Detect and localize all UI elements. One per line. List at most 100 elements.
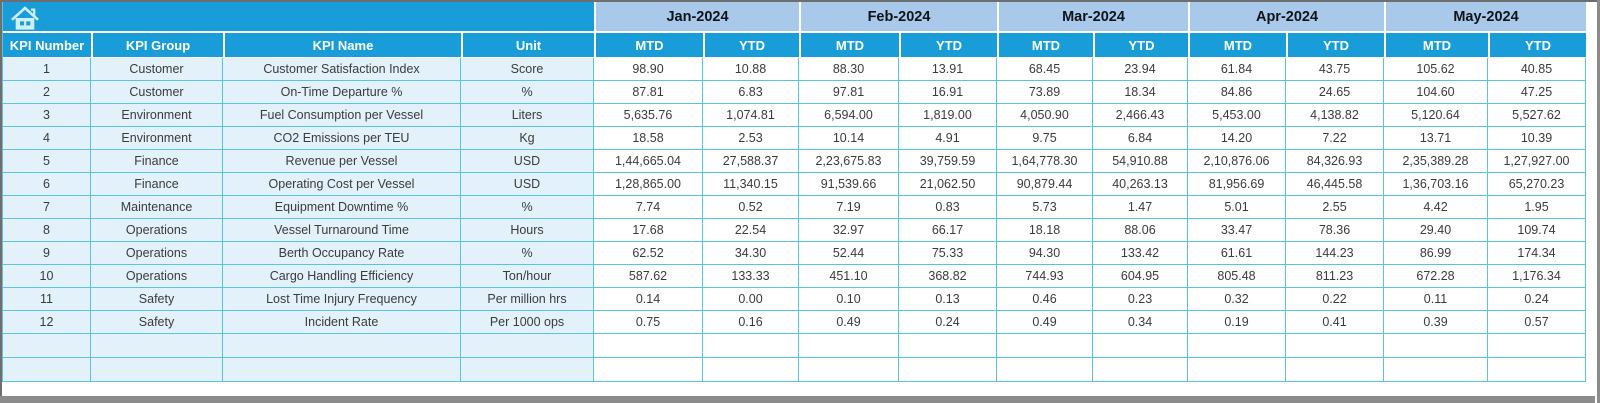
value-cell[interactable]: 0.41 [1286, 311, 1384, 334]
value-cell[interactable]: 2,466.43 [1093, 104, 1188, 127]
value-cell[interactable]: 0.24 [1488, 288, 1586, 311]
value-cell[interactable]: 52.44 [799, 242, 899, 265]
value-cell[interactable]: 451.10 [799, 265, 899, 288]
value-cell[interactable]: 1,64,778.30 [997, 150, 1093, 173]
value-cell[interactable]: 88.06 [1093, 219, 1188, 242]
value-cell[interactable]: 0.24 [899, 311, 997, 334]
value-cell[interactable]: 4,050.90 [997, 104, 1093, 127]
empty-cell[interactable] [703, 358, 799, 382]
empty-cell[interactable] [899, 358, 997, 382]
kpi-number-cell[interactable]: 11 [3, 288, 91, 311]
value-cell[interactable]: 5,120.64 [1384, 104, 1488, 127]
empty-cell[interactable] [91, 334, 223, 358]
value-cell[interactable]: 672.28 [1384, 265, 1488, 288]
value-cell[interactable]: 1,176.34 [1488, 265, 1586, 288]
value-cell[interactable]: 5,527.62 [1488, 104, 1586, 127]
unit-cell[interactable]: Per 1000 ops [461, 311, 594, 334]
value-cell[interactable]: 13.71 [1384, 127, 1488, 150]
value-cell[interactable]: 4,138.82 [1286, 104, 1384, 127]
value-cell[interactable]: 0.16 [703, 311, 799, 334]
value-cell[interactable]: 133.33 [703, 265, 799, 288]
unit-cell[interactable]: USD [461, 173, 594, 196]
value-cell[interactable]: 0.49 [799, 311, 899, 334]
value-cell[interactable]: 104.60 [1384, 81, 1488, 104]
empty-cell[interactable] [594, 334, 703, 358]
empty-cell[interactable] [1286, 358, 1384, 382]
kpi-group-cell[interactable]: Customer [91, 58, 223, 81]
kpi-group-cell[interactable]: Safety [91, 288, 223, 311]
column-header-unit[interactable]: Unit [461, 33, 594, 58]
kpi-number-cell[interactable]: 10 [3, 265, 91, 288]
value-cell[interactable]: 84.86 [1188, 81, 1286, 104]
column-header-kpi-number[interactable]: KPI Number [3, 33, 91, 58]
value-cell[interactable]: 7.74 [594, 196, 703, 219]
value-cell[interactable]: 1.95 [1488, 196, 1586, 219]
value-cell[interactable]: 34.30 [703, 242, 799, 265]
value-cell[interactable]: 0.19 [1188, 311, 1286, 334]
value-cell[interactable]: 39,759.59 [899, 150, 997, 173]
period-header-feb-2024-ytd[interactable]: YTD [899, 33, 997, 58]
kpi-name-cell[interactable]: Incident Rate [223, 311, 461, 334]
empty-cell[interactable] [461, 334, 594, 358]
kpi-number-cell[interactable]: 1 [3, 58, 91, 81]
empty-cell[interactable] [91, 358, 223, 382]
empty-cell[interactable] [223, 358, 461, 382]
value-cell[interactable]: 6.83 [703, 81, 799, 104]
value-cell[interactable]: 587.62 [594, 265, 703, 288]
value-cell[interactable]: 94.30 [997, 242, 1093, 265]
kpi-number-cell[interactable]: 7 [3, 196, 91, 219]
value-cell[interactable]: 4.91 [899, 127, 997, 150]
value-cell[interactable]: 68.45 [997, 58, 1093, 81]
value-cell[interactable]: 0.52 [703, 196, 799, 219]
kpi-name-cell[interactable]: Fuel Consumption per Vessel [223, 104, 461, 127]
value-cell[interactable]: 9.75 [997, 127, 1093, 150]
value-cell[interactable]: 10.39 [1488, 127, 1586, 150]
empty-cell[interactable] [799, 358, 899, 382]
kpi-name-cell[interactable]: Revenue per Vessel [223, 150, 461, 173]
value-cell[interactable]: 22.54 [703, 219, 799, 242]
kpi-group-cell[interactable]: Safety [91, 311, 223, 334]
value-cell[interactable]: 0.46 [997, 288, 1093, 311]
kpi-name-cell[interactable]: Cargo Handling Efficiency [223, 265, 461, 288]
empty-cell[interactable] [1188, 358, 1286, 382]
unit-cell[interactable]: USD [461, 150, 594, 173]
value-cell[interactable]: 0.83 [899, 196, 997, 219]
empty-cell[interactable] [799, 334, 899, 358]
empty-cell[interactable] [899, 334, 997, 358]
kpi-name-cell[interactable]: Berth Occupancy Rate [223, 242, 461, 265]
empty-cell[interactable] [3, 358, 91, 382]
month-header-apr-2024[interactable]: Apr-2024 [1188, 2, 1384, 33]
value-cell[interactable]: 17.68 [594, 219, 703, 242]
value-cell[interactable]: 2,23,675.83 [799, 150, 899, 173]
value-cell[interactable]: 18.34 [1093, 81, 1188, 104]
value-cell[interactable]: 40.85 [1488, 58, 1586, 81]
empty-cell[interactable] [1488, 358, 1586, 382]
kpi-name-cell[interactable]: Lost Time Injury Frequency [223, 288, 461, 311]
value-cell[interactable]: 16.91 [899, 81, 997, 104]
value-cell[interactable]: 2.55 [1286, 196, 1384, 219]
kpi-group-cell[interactable]: Environment [91, 104, 223, 127]
value-cell[interactable]: 0.39 [1384, 311, 1488, 334]
empty-cell[interactable] [594, 358, 703, 382]
empty-cell[interactable] [997, 358, 1093, 382]
value-cell[interactable]: 27,588.37 [703, 150, 799, 173]
column-header-kpi-group[interactable]: KPI Group [91, 33, 223, 58]
value-cell[interactable]: 5.73 [997, 196, 1093, 219]
value-cell[interactable]: 21,062.50 [899, 173, 997, 196]
period-header-mar-2024-mtd[interactable]: MTD [997, 33, 1093, 58]
kpi-name-cell[interactable]: CO2 Emissions per TEU [223, 127, 461, 150]
value-cell[interactable]: 65,270.23 [1488, 173, 1586, 196]
kpi-group-cell[interactable]: Operations [91, 265, 223, 288]
empty-cell[interactable] [223, 334, 461, 358]
value-cell[interactable]: 24.65 [1286, 81, 1384, 104]
value-cell[interactable]: 0.00 [703, 288, 799, 311]
value-cell[interactable]: 811.23 [1286, 265, 1384, 288]
value-cell[interactable]: 5,453.00 [1188, 104, 1286, 127]
value-cell[interactable]: 32.97 [799, 219, 899, 242]
empty-cell[interactable] [1384, 358, 1488, 382]
value-cell[interactable]: 368.82 [899, 265, 997, 288]
unit-cell[interactable]: Per million hrs [461, 288, 594, 311]
kpi-name-cell[interactable]: On-Time Departure % [223, 81, 461, 104]
value-cell[interactable]: 62.52 [594, 242, 703, 265]
unit-cell[interactable]: Kg [461, 127, 594, 150]
